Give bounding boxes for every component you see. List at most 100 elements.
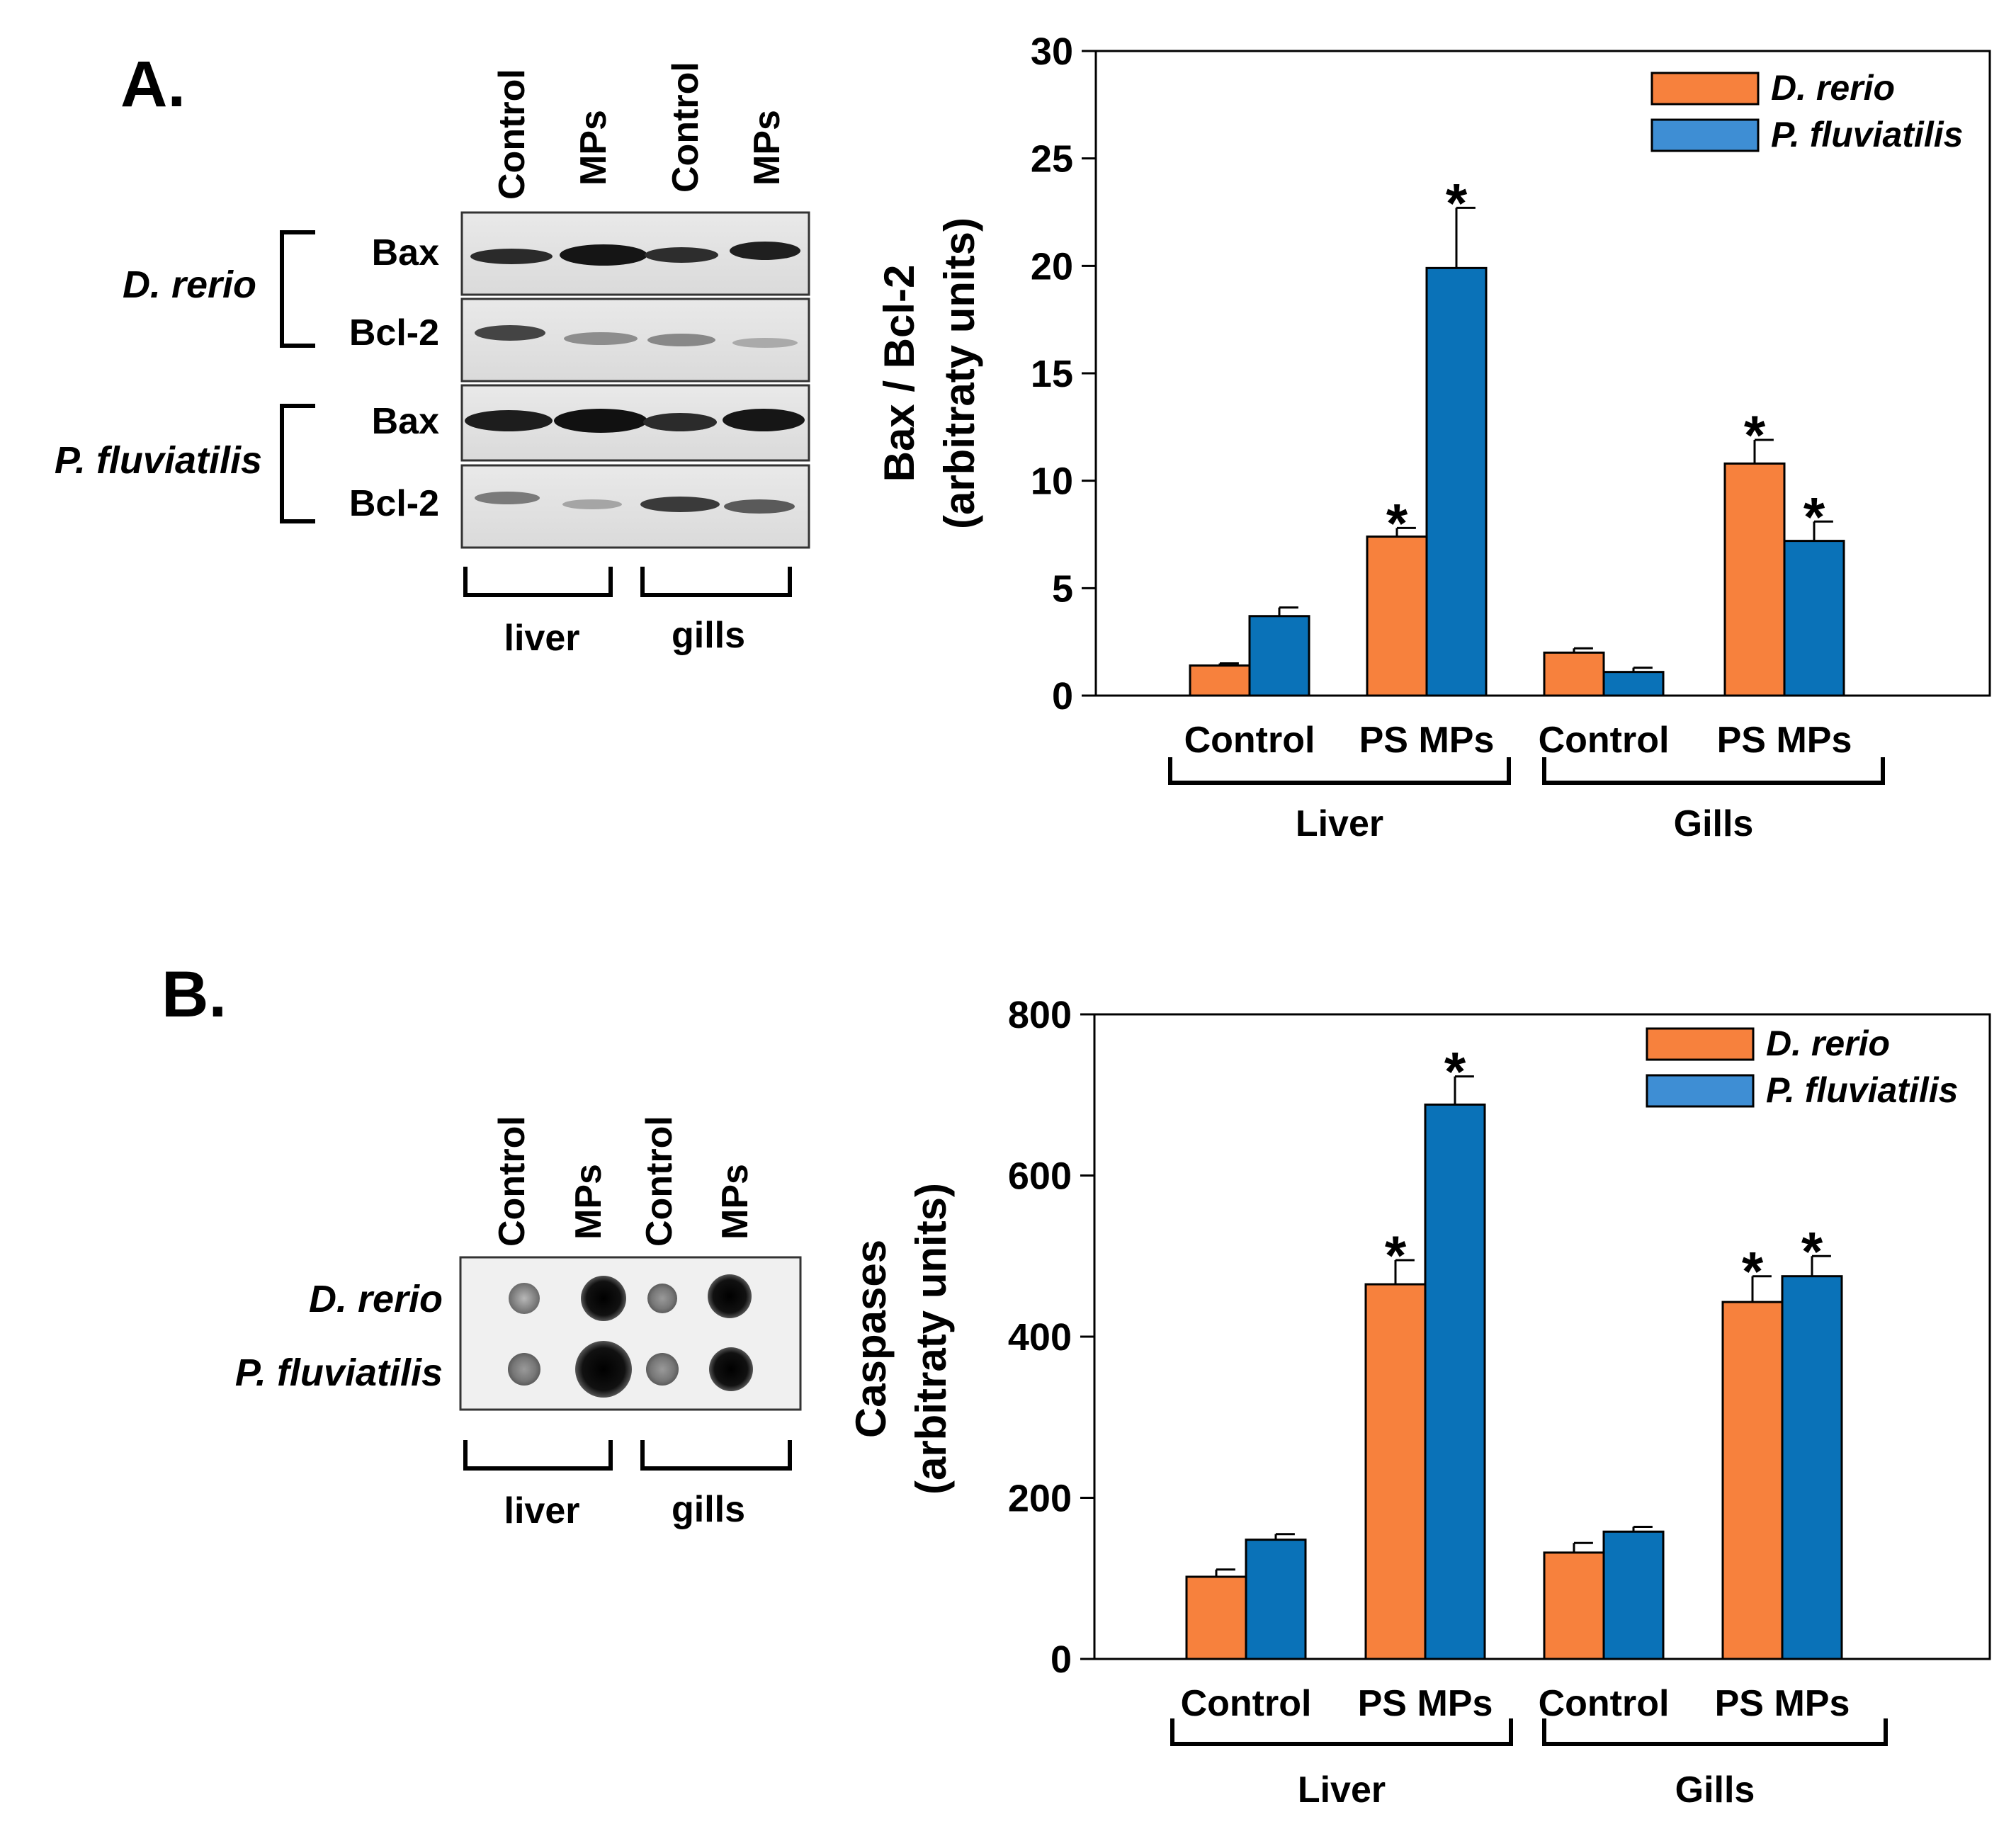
bar-pfluv-0 xyxy=(1245,1539,1307,1660)
band xyxy=(730,242,800,260)
legend-swatch-drerio xyxy=(1650,72,1760,106)
legend-swatch-pfluv xyxy=(1646,1074,1755,1108)
band xyxy=(554,409,647,433)
bar-pfluv-1 xyxy=(1424,1103,1486,1660)
group-bracket xyxy=(1542,1718,1888,1746)
chart-b-category-labels: Control PS MPs Control PS MPs Liver Gills xyxy=(1170,1683,1888,1811)
bar-drerio-3 xyxy=(1721,1301,1784,1660)
blot-a-lane-2-label: MPs xyxy=(573,110,614,186)
band xyxy=(647,334,715,346)
y-tick-label: 20 xyxy=(1031,245,1073,288)
bax-bcl2-chart: 0 5 10 15 20 25 30 * * * * Bax / Bcl-2 (arbitraty… xyxy=(876,30,1991,844)
x-category-label: Control xyxy=(1539,1683,1670,1724)
significance-marker: * xyxy=(1744,404,1766,466)
blot-b-tissue-liver: liver xyxy=(504,1490,580,1531)
blot-a-protein-bax-1: Bax xyxy=(372,232,439,273)
panel-a-letter: A. xyxy=(120,48,186,120)
significance-marker: * xyxy=(1803,485,1825,548)
blot-a-lane-4-label: MPs xyxy=(747,110,788,186)
group-label-gills: Gills xyxy=(1674,803,1754,844)
blot-a-lane-3-label: Control xyxy=(665,62,706,193)
y-tick-label: 0 xyxy=(1051,1638,1072,1681)
band xyxy=(723,409,805,431)
dot-blot-membrane xyxy=(459,1256,802,1411)
chart-a-bars: * * * * xyxy=(1189,171,1845,697)
significance-marker: * xyxy=(1385,1224,1407,1286)
blot-b-lane-headers: Control MPs Control MPs xyxy=(492,1116,756,1247)
bar-pfluv-0 xyxy=(1248,615,1310,697)
bar-pfluv-3 xyxy=(1783,540,1845,697)
blot-a-bracket-pfluv xyxy=(280,404,315,523)
blot-b-tissue-gills: gills xyxy=(672,1489,745,1530)
y-tick-label: 0 xyxy=(1052,675,1073,718)
blot-a-species-pfluv: P. fluviatilis xyxy=(55,439,262,482)
band xyxy=(562,499,622,509)
chart-a-category-labels: Control PS MPs Control PS MPs Liver Gills xyxy=(1168,720,1885,844)
dot xyxy=(646,1353,679,1386)
band xyxy=(470,249,553,264)
legend-swatch-pfluv xyxy=(1650,118,1760,152)
x-category-label: PS MPs xyxy=(1715,1683,1850,1724)
band xyxy=(643,413,717,431)
x-category-label: PS MPs xyxy=(1358,1683,1493,1724)
group-label-liver: Liver xyxy=(1298,1769,1386,1811)
blot-b-lane-4-label: MPs xyxy=(715,1164,756,1240)
y-tick-label: 15 xyxy=(1031,353,1073,395)
panel-b-letter: B. xyxy=(162,958,227,1031)
chart-a-ylabel-line1: Bax / Bcl-2 xyxy=(876,265,923,482)
legend-swatch-drerio xyxy=(1646,1027,1755,1061)
chart-b-plot-frame xyxy=(1093,1013,1991,1660)
blot-a-species-drerio: D. rerio xyxy=(123,264,256,306)
legend-label-pfluv: P. fluviatilis xyxy=(1766,1070,1958,1110)
blot-b-species-drerio: D. rerio xyxy=(309,1278,443,1320)
x-category-label: Control xyxy=(1184,720,1315,761)
blot-b-lane-1-label: Control xyxy=(492,1116,533,1247)
chart-a-legend: D. rerio P. fluviatilis xyxy=(1650,68,1963,154)
chart-a-ylabel-line2: (arbitraty units) xyxy=(936,217,983,529)
y-tick-label: 800 xyxy=(1008,994,1072,1036)
bar-pfluv-2 xyxy=(1602,1530,1665,1660)
group-bracket xyxy=(1542,757,1885,785)
chart-b-ylabel-line1: Caspases xyxy=(847,1240,895,1438)
blot-a-bracket-liver xyxy=(463,567,613,597)
dot xyxy=(708,1274,752,1318)
chart-b-bars: * * * * xyxy=(1185,1041,1843,1660)
dot xyxy=(509,1283,540,1314)
y-tick-label: 25 xyxy=(1031,138,1073,181)
significance-marker: * xyxy=(1444,1041,1466,1103)
blot-b-bracket-liver xyxy=(463,1440,613,1471)
band xyxy=(475,325,545,341)
y-tick-label: 5 xyxy=(1052,567,1073,610)
blot-a-lane-1-label: Control xyxy=(492,69,533,200)
blot-a-bands xyxy=(465,242,805,514)
significance-marker: * xyxy=(1742,1240,1764,1303)
blot-b-lane-3-label: Control xyxy=(639,1116,680,1247)
dot xyxy=(709,1347,753,1391)
dot xyxy=(575,1341,632,1398)
bar-drerio-2 xyxy=(1543,1551,1605,1660)
group-bracket xyxy=(1170,1718,1513,1746)
blot-b-lane-2-label: MPs xyxy=(568,1164,609,1240)
bar-pfluv-2 xyxy=(1602,671,1665,697)
band xyxy=(645,247,718,263)
group-bracket xyxy=(1168,757,1511,785)
dot xyxy=(508,1353,540,1386)
bar-pfluv-1 xyxy=(1425,266,1488,697)
y-tick-label: 30 xyxy=(1031,30,1073,73)
blot-b-species-pfluv: P. fluviatilis xyxy=(235,1352,443,1394)
bar-drerio-3 xyxy=(1723,462,1786,697)
blot-a-bracket-gills xyxy=(640,567,792,597)
bar-drerio-0 xyxy=(1189,664,1251,697)
significance-marker: * xyxy=(1801,1220,1823,1282)
band xyxy=(732,338,798,348)
bar-pfluv-3 xyxy=(1781,1275,1843,1660)
y-tick-label: 200 xyxy=(1008,1478,1072,1520)
band xyxy=(560,244,647,266)
group-label-gills: Gills xyxy=(1675,1769,1755,1811)
chart-b-ylabel-line2: (arbitraty units) xyxy=(907,1183,955,1495)
significance-marker: * xyxy=(1446,171,1468,234)
bar-drerio-0 xyxy=(1185,1575,1247,1660)
significance-marker: * xyxy=(1386,492,1408,554)
bar-drerio-2 xyxy=(1543,651,1605,697)
blot-a-tissue-gills: gills xyxy=(672,615,745,656)
